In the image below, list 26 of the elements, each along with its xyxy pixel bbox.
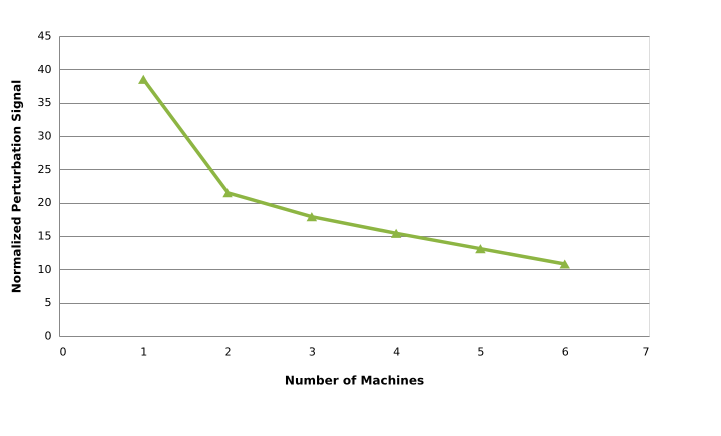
- x-axis-title: Number of Machines: [284, 374, 424, 388]
- y-tick-label: 0: [44, 330, 52, 342]
- x-tick-label: 4: [393, 346, 400, 358]
- y-tick-label: 45: [38, 30, 52, 42]
- y-tick-label: 25: [38, 162, 52, 176]
- y-tick-label: 40: [38, 62, 52, 76]
- x-tick-label: 3: [308, 346, 316, 358]
- point: [390, 228, 402, 238]
- point: [222, 188, 233, 198]
- x-tick-label: 6: [562, 346, 569, 358]
- x-tick-label: 5: [477, 346, 484, 358]
- point: [559, 259, 570, 269]
- point: [475, 244, 486, 254]
- point: [306, 212, 318, 222]
- y-tick-label: 10: [38, 262, 52, 276]
- y-tick-label: 30: [38, 130, 52, 142]
- y-tick-label: 5: [44, 296, 52, 310]
- x-tick-label: 7: [642, 346, 650, 358]
- x-tick-label: 2: [224, 346, 232, 358]
- x-tick-label: 0: [60, 346, 66, 358]
- y-tick-label: 15: [38, 230, 52, 242]
- point: [138, 74, 149, 84]
- x-tick-label: 1: [140, 346, 148, 358]
- y-tick-label: 20: [38, 196, 52, 210]
- y-tick-label: 35: [38, 96, 52, 110]
- y-axis-title: Normalized Perturbation Signal: [10, 80, 24, 294]
